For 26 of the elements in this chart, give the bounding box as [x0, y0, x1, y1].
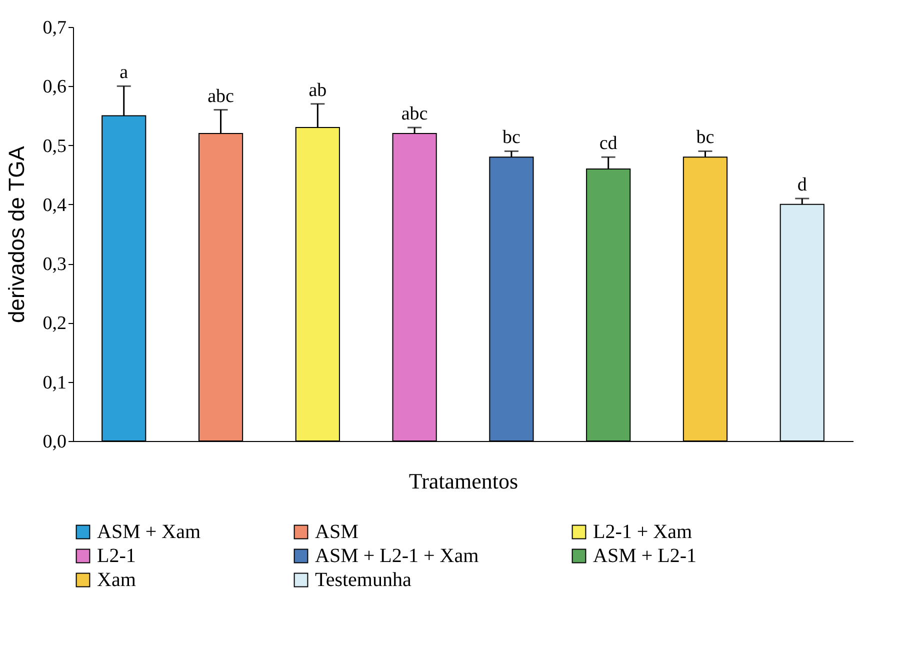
data-label: abc	[401, 104, 428, 125]
legend-label: L2-1 + Xam	[593, 521, 692, 543]
y-tick-label: 0,2	[42, 313, 66, 334]
data-label: bc	[696, 127, 714, 148]
data-label: cd	[599, 133, 618, 154]
legend-label: Xam	[97, 569, 136, 591]
data-label: bc	[502, 127, 520, 148]
y-tick-label: 0,1	[42, 372, 66, 394]
y-tick-label: 0,7	[42, 18, 66, 38]
legend-label: L2-1	[97, 545, 136, 567]
legend-label: ASM + L2-1 + Xam	[315, 545, 480, 567]
y-axis-title: derivados de TGA	[4, 146, 29, 323]
data-label: ab	[308, 80, 327, 101]
y-tick-label: 0,4	[42, 194, 67, 216]
legend-label: Testemunha	[315, 569, 412, 591]
data-label: d	[797, 174, 808, 196]
data-label: abc	[208, 86, 234, 107]
legend-label: ASM	[315, 521, 359, 543]
y-tick-label: 0,3	[42, 254, 66, 276]
y-tick-label: 0,0	[42, 432, 66, 452]
y-tick-label: 0,6	[42, 76, 66, 98]
legend-label: ASM + Xam	[97, 521, 201, 543]
data-label: a	[120, 62, 129, 84]
x-axis-title: Tratamentos	[408, 468, 518, 494]
legend-label: ASM + L2-1	[593, 545, 697, 567]
y-tick-label: 0,5	[42, 136, 66, 157]
